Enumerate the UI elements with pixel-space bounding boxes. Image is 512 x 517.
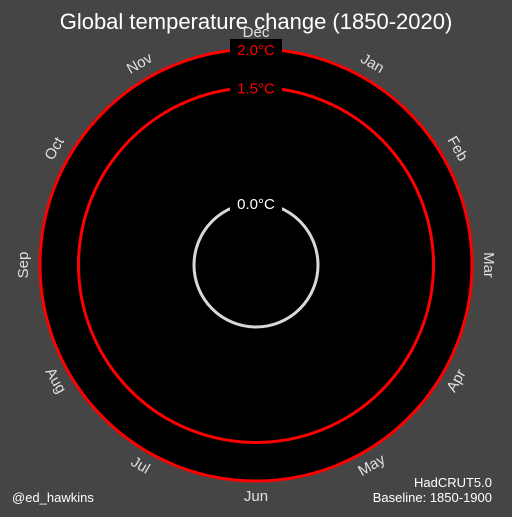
reference-label-2: 2.0°C xyxy=(237,42,275,59)
reference-label-backing-0 xyxy=(230,193,282,213)
baseline-label: Baseline: 1850-1900 xyxy=(373,490,492,505)
plot-area-disc xyxy=(40,49,472,481)
month-label-jun: Jun xyxy=(244,488,268,505)
reference-labels: 0.0°C 1.5°C 2.0°C xyxy=(230,39,282,213)
chart-title: Global temperature change (1850-2020) xyxy=(60,9,453,34)
month-label-mar: Mar xyxy=(480,252,497,278)
month-label-sep: Sep xyxy=(15,252,32,279)
credit-label: @ed_hawkins xyxy=(12,490,94,505)
source-label: HadCRUT5.0 xyxy=(414,475,492,490)
reference-label-backing-1 xyxy=(230,77,282,98)
reference-label-backing-2 xyxy=(230,39,282,59)
reference-label-1: 1.5°C xyxy=(237,81,275,98)
month-label-dec: Dec xyxy=(243,24,270,41)
reference-label-0: 0.0°C xyxy=(237,196,275,213)
